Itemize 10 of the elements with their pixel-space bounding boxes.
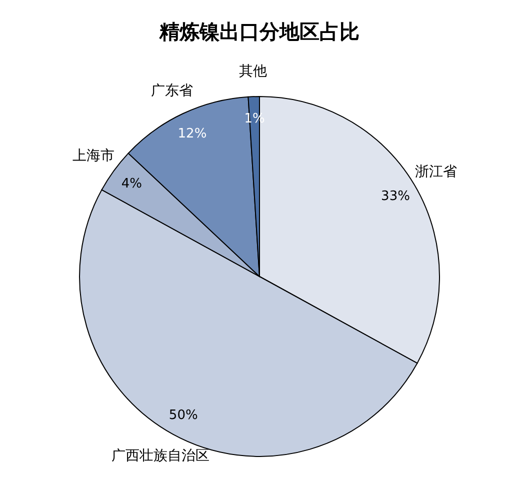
chart-title: 精炼镍出口分地区占比	[158, 20, 360, 44]
slice-label: 上海市	[72, 148, 115, 164]
data-label: 12%	[178, 126, 207, 142]
slice-label: 广西壮族自治区	[112, 448, 210, 464]
data-label: 50%	[168, 408, 198, 423]
slice-label: 浙江省	[414, 164, 457, 180]
data-label: 4%	[121, 176, 142, 192]
slice-label: 广东省	[151, 83, 194, 100]
slice-label: 其他	[239, 64, 268, 80]
data-label: 33%	[381, 189, 410, 204]
